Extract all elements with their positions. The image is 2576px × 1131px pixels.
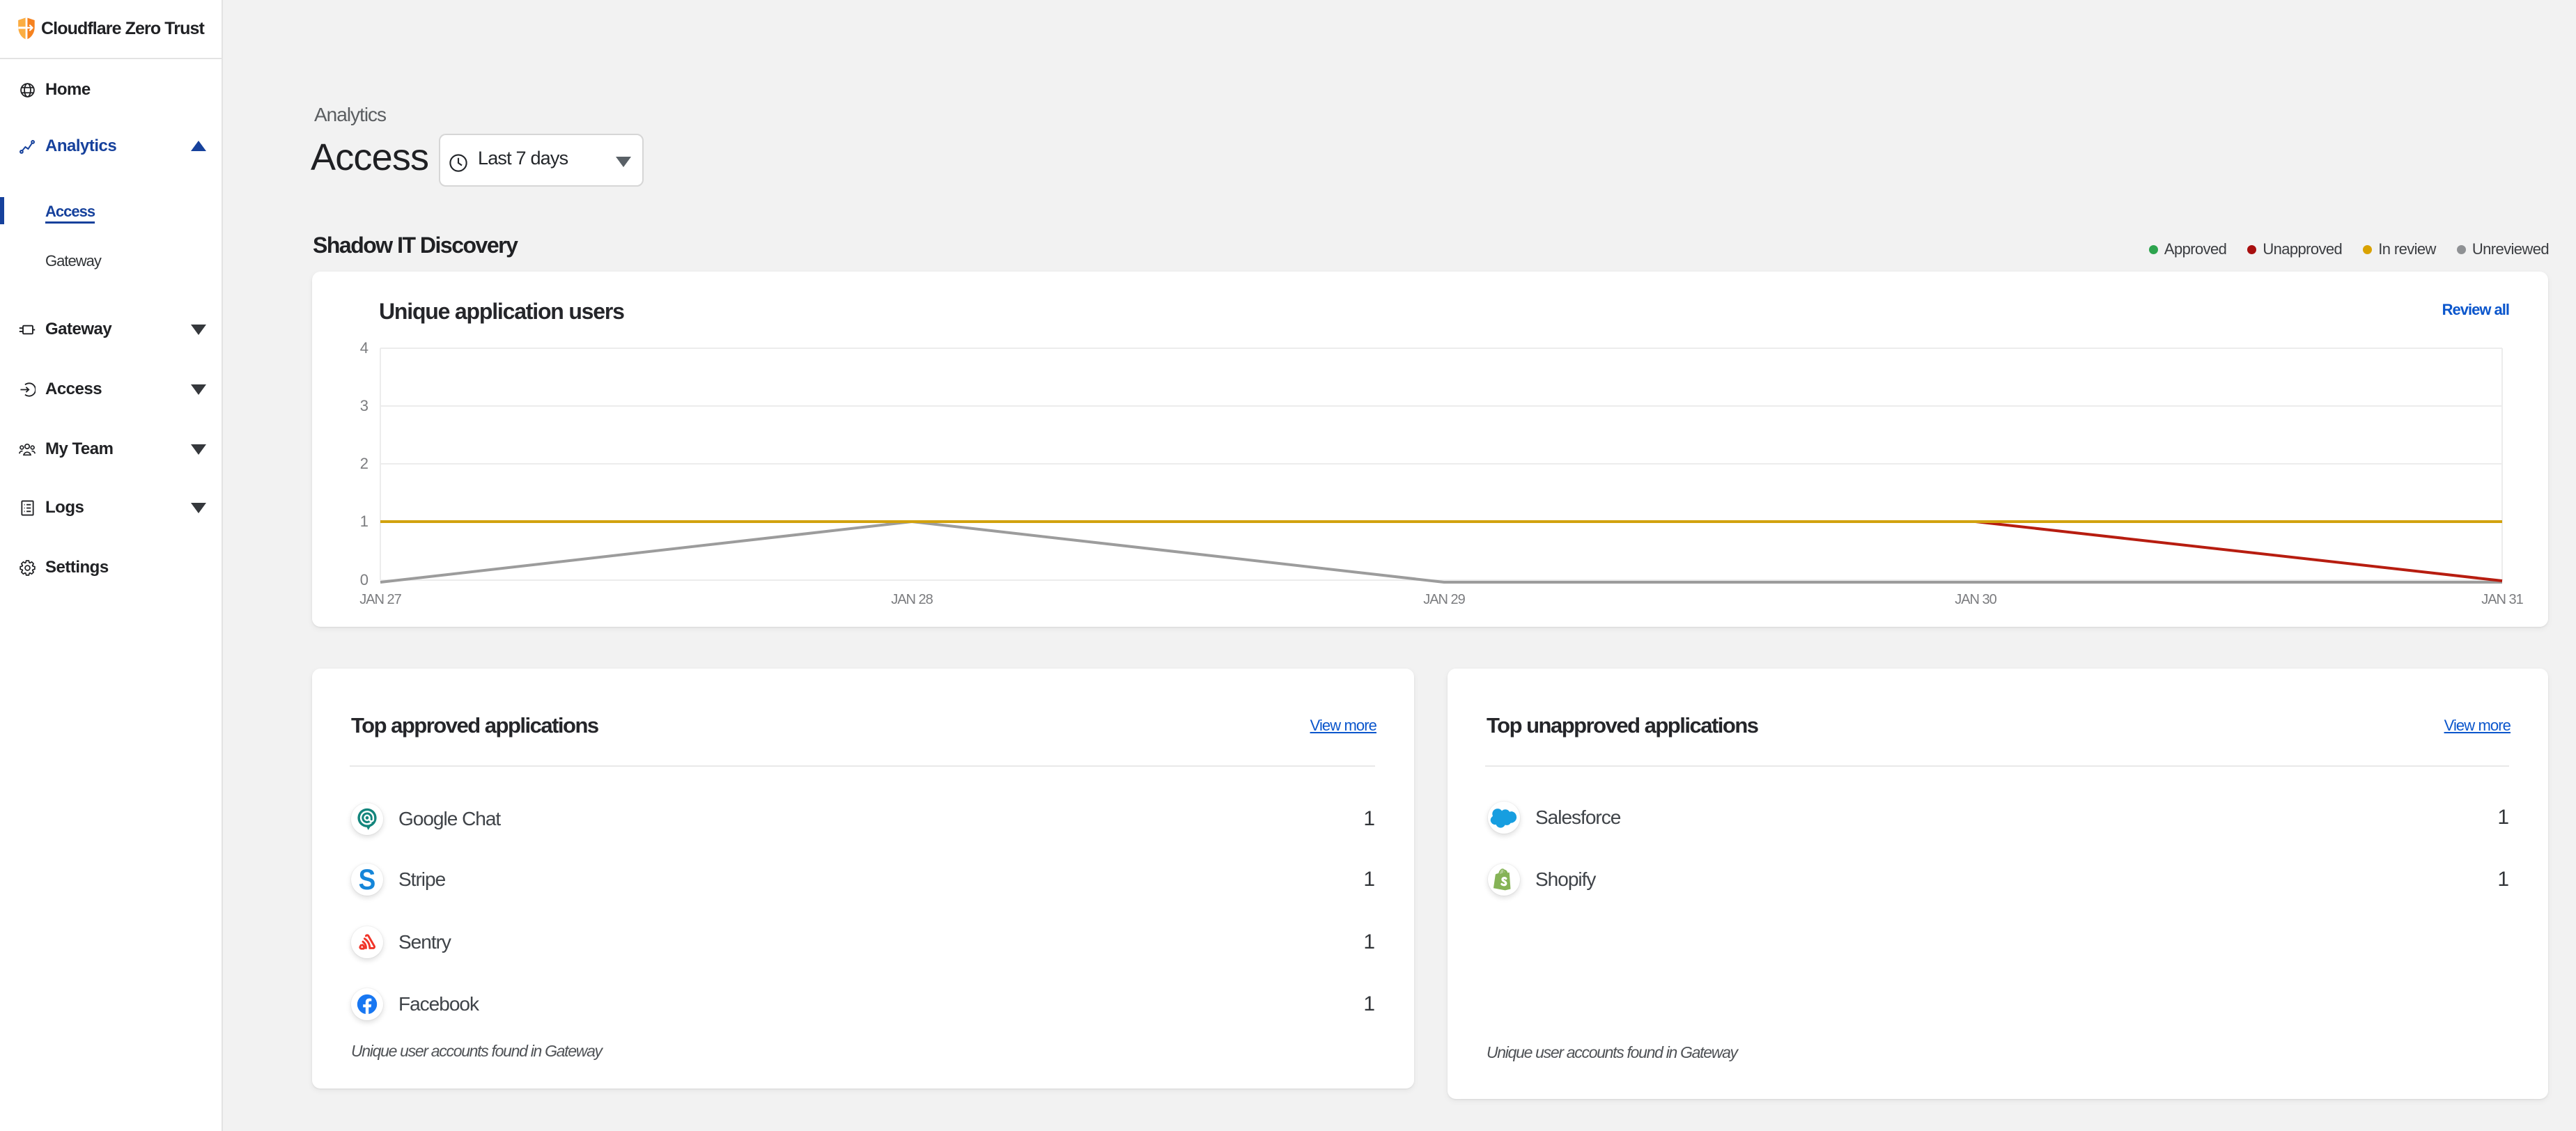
svg-text:3: 3 xyxy=(360,397,368,414)
svg-text:JAN 30: JAN 30 xyxy=(1955,592,1996,607)
svg-text:2: 2 xyxy=(360,455,368,472)
svg-text:JAN 31: JAN 31 xyxy=(2481,592,2523,607)
svg-text:JAN 27: JAN 27 xyxy=(359,592,401,607)
svg-text:JAN 29: JAN 29 xyxy=(1423,592,1465,607)
svg-text:0: 0 xyxy=(360,571,368,588)
svg-text:JAN 28: JAN 28 xyxy=(891,592,933,607)
svg-text:1: 1 xyxy=(360,513,368,530)
svg-text:4: 4 xyxy=(360,339,368,357)
